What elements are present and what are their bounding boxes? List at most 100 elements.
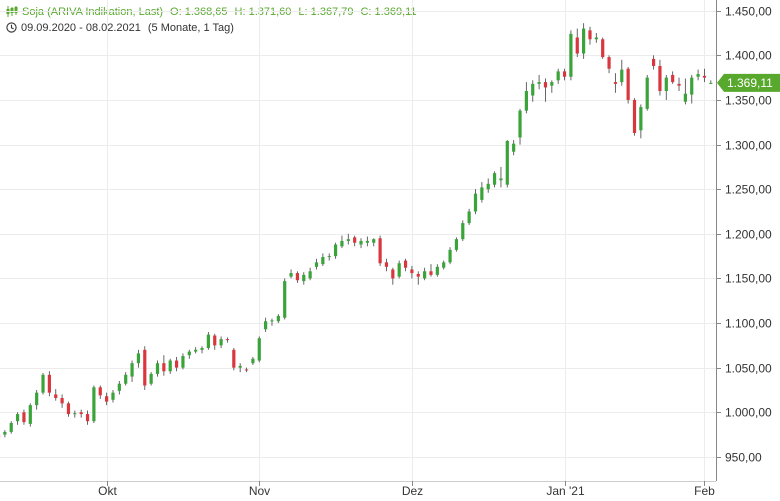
candle-body [620, 69, 624, 83]
candle [518, 108, 522, 145]
candle [702, 68, 707, 83]
candle [333, 242, 338, 259]
candle [41, 373, 45, 395]
candle [194, 347, 198, 354]
candle [378, 235, 382, 266]
candle [461, 220, 465, 241]
x-axis: Okt Nov Dez Jan '21 Feb [98, 481, 715, 498]
candle [550, 80, 554, 93]
candle [632, 98, 637, 136]
candle-body [327, 256, 331, 258]
candle-body [626, 68, 630, 100]
candle [314, 258, 319, 270]
candle [626, 66, 630, 104]
candle-body [416, 273, 420, 277]
candle [416, 271, 420, 285]
candle-body [410, 269, 414, 274]
candle-body [232, 349, 236, 368]
candle [442, 260, 446, 270]
candle-body [206, 334, 210, 349]
candle [677, 77, 681, 92]
candle-body [575, 37, 579, 54]
candle [429, 264, 433, 277]
candle-body [391, 269, 395, 279]
candle [200, 346, 204, 354]
y-tick-label: 1.350,00 [725, 94, 772, 108]
candle [9, 421, 13, 434]
candle-body [505, 140, 509, 185]
candle [524, 82, 528, 114]
candle-body [365, 240, 369, 243]
candle-body [47, 374, 51, 393]
candle-body [346, 239, 350, 241]
candle-body [162, 363, 166, 372]
candle-body [219, 339, 223, 346]
candle-body [79, 412, 83, 415]
candle [143, 346, 147, 390]
candle [499, 166, 503, 188]
candle-body [54, 394, 58, 399]
candle [162, 355, 166, 376]
candle [365, 236, 369, 247]
candle-body [187, 351, 191, 356]
candle [136, 349, 141, 368]
candle-body [524, 91, 528, 111]
candle [124, 372, 128, 386]
candle [238, 363, 242, 373]
candle [639, 104, 643, 139]
candle [85, 410, 90, 425]
candle [22, 409, 26, 425]
candles [0, 23, 713, 439]
candle [486, 178, 490, 193]
candle-body [677, 83, 681, 86]
candle [423, 267, 427, 281]
candle-body [562, 71, 567, 77]
candle [92, 385, 96, 423]
candle-body [244, 369, 249, 371]
candle [359, 238, 363, 249]
candle-body [124, 374, 128, 384]
candle-body [270, 320, 274, 322]
candle-body [359, 240, 363, 245]
candle [187, 349, 191, 359]
candle-body [448, 249, 452, 263]
y-tick-label: 1.400,00 [725, 49, 772, 63]
candle-body [66, 403, 71, 415]
candle [168, 358, 172, 374]
candle [651, 55, 656, 70]
candle-body [499, 178, 503, 181]
candle [276, 314, 280, 324]
candle [295, 271, 300, 283]
candle-body [582, 28, 586, 54]
candle [562, 68, 567, 81]
candle-body [671, 74, 675, 83]
candle-body [308, 271, 312, 279]
y-tick-label: 1.000,00 [725, 406, 772, 420]
candle-body [435, 266, 439, 275]
date-range: 09.09.2020 - 08.02.2021 [21, 22, 141, 34]
candle [213, 333, 217, 350]
candle [664, 74, 668, 100]
candle-body [645, 77, 649, 109]
candle [582, 23, 586, 59]
candle-body [238, 365, 242, 368]
y-axis: 950,00 1.000,00 1.050,00 1.100,00 1.150,00 1.… [716, 5, 772, 465]
candle-body [117, 383, 121, 391]
last-price-badge [717, 73, 780, 92]
candle [505, 140, 509, 188]
candle [613, 73, 618, 93]
candle-body [136, 353, 141, 364]
candle [575, 28, 579, 58]
candle-body [225, 339, 230, 341]
candle-body [607, 57, 611, 69]
candle [149, 372, 153, 386]
grid [0, 0, 716, 481]
candle [232, 348, 236, 371]
candle [111, 389, 115, 403]
candle [15, 412, 20, 425]
candle [671, 71, 675, 84]
candle [588, 26, 592, 45]
candle [206, 331, 210, 350]
x-tick-label: Nov [249, 484, 270, 498]
